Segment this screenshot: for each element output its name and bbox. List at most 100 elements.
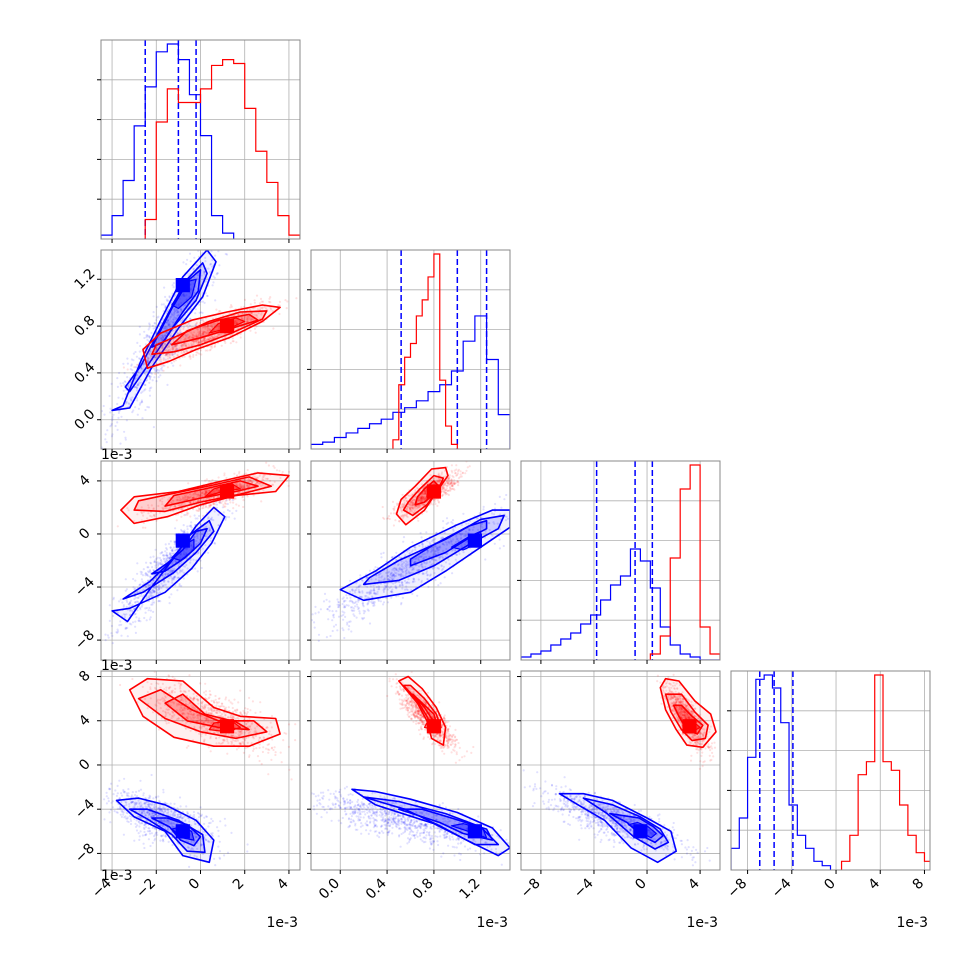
scatter-point	[192, 354, 194, 356]
scatter-point	[373, 569, 375, 571]
scatter-point	[314, 627, 316, 629]
scatter-point	[312, 613, 314, 615]
scatter-point	[268, 464, 270, 466]
scatter-point	[166, 548, 168, 550]
scatter-point	[149, 395, 151, 397]
scatter-point	[383, 552, 385, 554]
scatter-point	[346, 623, 348, 625]
scatter-point	[170, 593, 172, 595]
scatter-point	[192, 356, 194, 358]
scatter-point	[123, 390, 125, 392]
scatter-point	[202, 246, 204, 248]
scatter-point	[134, 580, 136, 582]
scatter-point	[344, 600, 346, 602]
scatter-point	[369, 622, 371, 624]
scatter-point	[390, 512, 392, 514]
scatter-point	[148, 375, 150, 377]
histogram-series-0	[731, 675, 831, 870]
scatter-point	[244, 299, 246, 301]
scatter-point	[224, 505, 226, 507]
scatter-point	[155, 319, 157, 321]
scatter-point	[134, 406, 136, 408]
scatter-point	[332, 630, 334, 632]
scatter-point	[235, 503, 237, 505]
scatter-point	[354, 605, 356, 607]
scatter-point	[166, 300, 168, 302]
scatter-point	[170, 540, 172, 542]
scatter-point	[335, 624, 337, 626]
scatter-point	[204, 480, 206, 482]
scatter-point	[278, 313, 280, 315]
scatter-point	[183, 514, 185, 516]
scatter-point	[346, 604, 348, 606]
scatter-point	[348, 621, 350, 623]
scatter-point	[153, 311, 155, 313]
scatter-point	[141, 391, 143, 393]
scatter-point	[145, 562, 147, 564]
scatter-point	[242, 499, 244, 501]
scatter-point	[163, 370, 165, 372]
scatter-point	[304, 629, 306, 631]
scatter-point	[152, 379, 154, 381]
scatter-point	[224, 519, 226, 521]
scatter-point	[109, 620, 111, 622]
scatter-point	[346, 597, 348, 599]
scatter-point	[434, 579, 436, 581]
scatter-point	[119, 382, 121, 384]
scatter-point	[351, 609, 353, 611]
scatter-point	[260, 500, 262, 502]
scatter-point	[198, 515, 200, 517]
scatter-point	[277, 304, 279, 306]
scatter-point	[254, 299, 256, 301]
scatter-point	[186, 525, 188, 527]
scatter-point	[343, 637, 345, 639]
scatter-point	[226, 516, 228, 518]
scatter-point	[206, 243, 208, 245]
mode-bin	[220, 484, 234, 498]
scatter-point	[209, 504, 211, 506]
scatter-point	[127, 368, 129, 370]
scatter-point	[187, 528, 189, 530]
scatter-point	[157, 565, 159, 567]
scatter-point	[255, 325, 257, 327]
scatter-point	[112, 615, 114, 617]
scatter-point	[320, 608, 322, 610]
scatter-point	[141, 401, 143, 403]
scatter-point	[132, 359, 134, 361]
scatter-point	[272, 327, 274, 329]
scatter-point	[207, 552, 209, 554]
scatter-point	[112, 414, 114, 416]
scatter-point	[222, 504, 224, 506]
scatter-point	[259, 302, 261, 304]
mode-bin	[220, 319, 234, 333]
scatter-point	[286, 300, 288, 302]
scatter-point	[204, 247, 206, 249]
scatter-point	[145, 612, 147, 614]
scatter-point	[240, 234, 242, 236]
scatter-point	[143, 331, 145, 333]
scatter-point	[427, 586, 429, 588]
scatter-point	[359, 612, 361, 614]
scatter-point	[318, 634, 320, 636]
scatter-point	[130, 365, 132, 367]
scatter-point	[505, 494, 507, 496]
scatter-point	[138, 595, 140, 597]
scatter-point	[148, 382, 150, 384]
scatter-point	[212, 284, 214, 286]
scatter-point	[233, 473, 235, 475]
scatter-point	[457, 470, 459, 472]
scatter-point	[134, 613, 136, 615]
scatter-point	[452, 519, 454, 521]
scatter-point	[353, 607, 355, 609]
scatter-point	[128, 603, 130, 605]
scatter-point	[232, 337, 234, 339]
scatter-point	[111, 635, 113, 637]
scatter-point	[149, 326, 151, 328]
scatter-point	[356, 606, 358, 608]
scatter-point	[104, 634, 106, 636]
scatter-point	[380, 556, 382, 558]
scatter-point	[357, 601, 359, 603]
scatter-point	[118, 624, 120, 626]
scatter-point	[135, 632, 137, 634]
scatter-point	[214, 543, 216, 545]
